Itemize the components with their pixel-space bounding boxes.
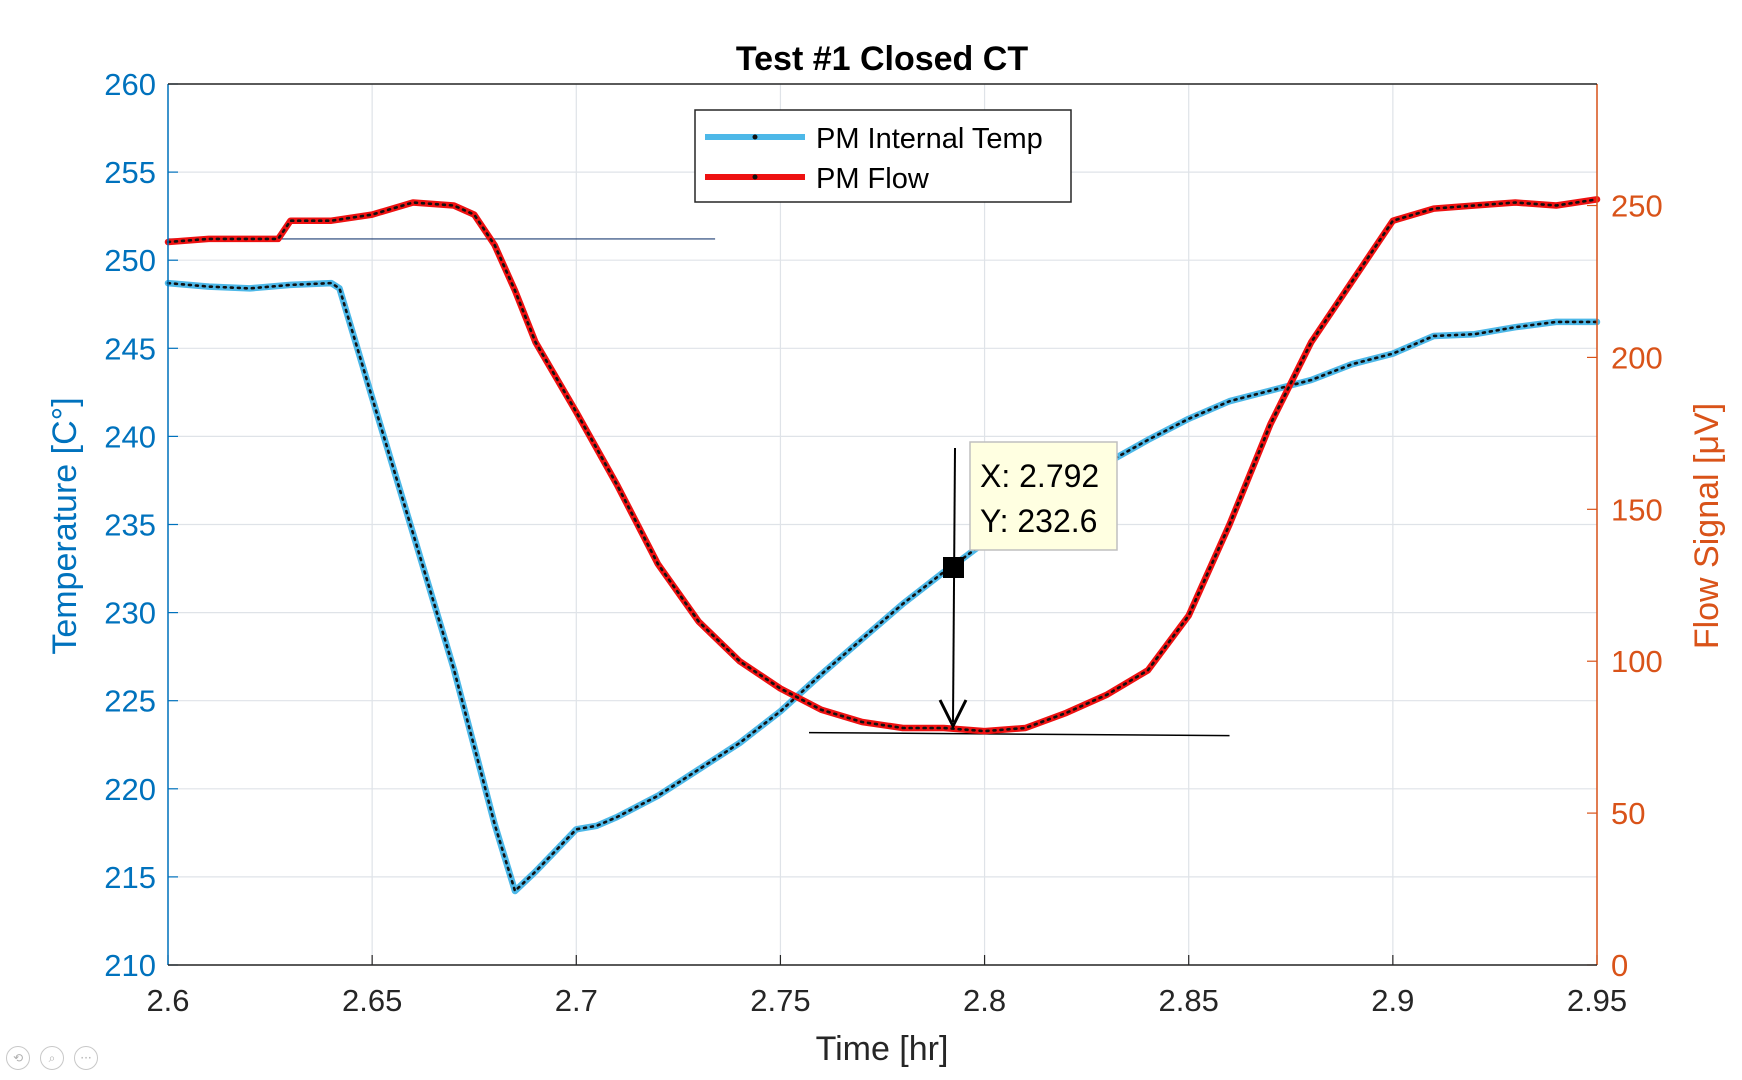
y-left-tick-label: 250 <box>104 243 156 278</box>
y-left-tick-label: 230 <box>104 596 156 631</box>
data-tip-annotation: X: 2.792 Y: 232.6 <box>938 441 1118 730</box>
y-left-tick-label: 240 <box>104 419 156 454</box>
axes <box>167 83 1598 966</box>
legend-label-temp: PM Internal Temp <box>816 123 1043 155</box>
more-options-icon[interactable]: ··· <box>74 1046 98 1070</box>
figure-toolbar: ⟲ ⌕ ··· <box>6 1046 98 1070</box>
tick-labels: 2.6 2.65 2.7 2.75 2.8 2.85 2.9 2.95 210 215 220 225… <box>104 67 1662 1018</box>
restore-view-icon[interactable]: ⟲ <box>6 1046 30 1070</box>
data-tip-x: X: 2.792 <box>980 458 1099 494</box>
x-tick-label: 2.85 <box>1159 983 1219 1018</box>
y-right-tick-label: 250 <box>1611 189 1663 224</box>
y-left-tick-label: 220 <box>104 772 156 807</box>
x-tick-label: 2.95 <box>1567 983 1627 1018</box>
y-left-tick-label: 215 <box>104 860 156 895</box>
y-right-tick-label: 0 <box>1611 948 1628 983</box>
series-line-flow <box>164 196 1601 735</box>
y-left-tick-label: 235 <box>104 508 156 543</box>
y-axis-right-label: Flow Signal [μV] <box>1688 403 1726 649</box>
legend-label-flow: PM Flow <box>816 163 930 195</box>
minimum-reference-line <box>809 731 1230 737</box>
zoom-icon[interactable]: ⌕ <box>40 1046 64 1070</box>
x-axis-label: Time [hr] <box>816 1030 949 1068</box>
y-left-tick-label: 225 <box>104 684 156 719</box>
series-line-temp <box>164 279 1601 895</box>
x-tick-label: 2.9 <box>1371 983 1414 1018</box>
data-tip-box <box>969 441 1118 551</box>
y-left-tick-label: 210 <box>104 948 156 983</box>
x-tick-label: 2.75 <box>750 983 810 1018</box>
series-markers-flow <box>166 198 1599 733</box>
y-right-tick-label: 50 <box>1611 796 1645 831</box>
y-right-tick-label: 200 <box>1611 340 1663 375</box>
y-left-tick-label: 255 <box>104 155 156 190</box>
y-right-tick-label: 100 <box>1611 644 1663 679</box>
x-tick-label: 2.7 <box>555 983 598 1018</box>
y-axis-left-label: Temperature [C°] <box>46 397 84 654</box>
y-right-tick-label: 150 <box>1611 492 1663 527</box>
data-tip-marker <box>943 557 964 578</box>
series-markers-temp <box>166 281 1599 894</box>
y-left-tick-label: 260 <box>104 67 156 102</box>
y-left-tick-label: 245 <box>104 331 156 366</box>
series-layer <box>164 196 1601 895</box>
legend: PM Internal Temp PM Flow <box>694 109 1072 203</box>
x-tick-label: 2.8 <box>963 983 1006 1018</box>
data-tip-y: Y: 232.6 <box>980 503 1097 539</box>
chart-title: Test #1 Closed CT <box>736 40 1028 78</box>
x-tick-label: 2.65 <box>342 983 402 1018</box>
grid <box>167 83 1598 966</box>
x-tick-label: 2.6 <box>146 983 189 1018</box>
